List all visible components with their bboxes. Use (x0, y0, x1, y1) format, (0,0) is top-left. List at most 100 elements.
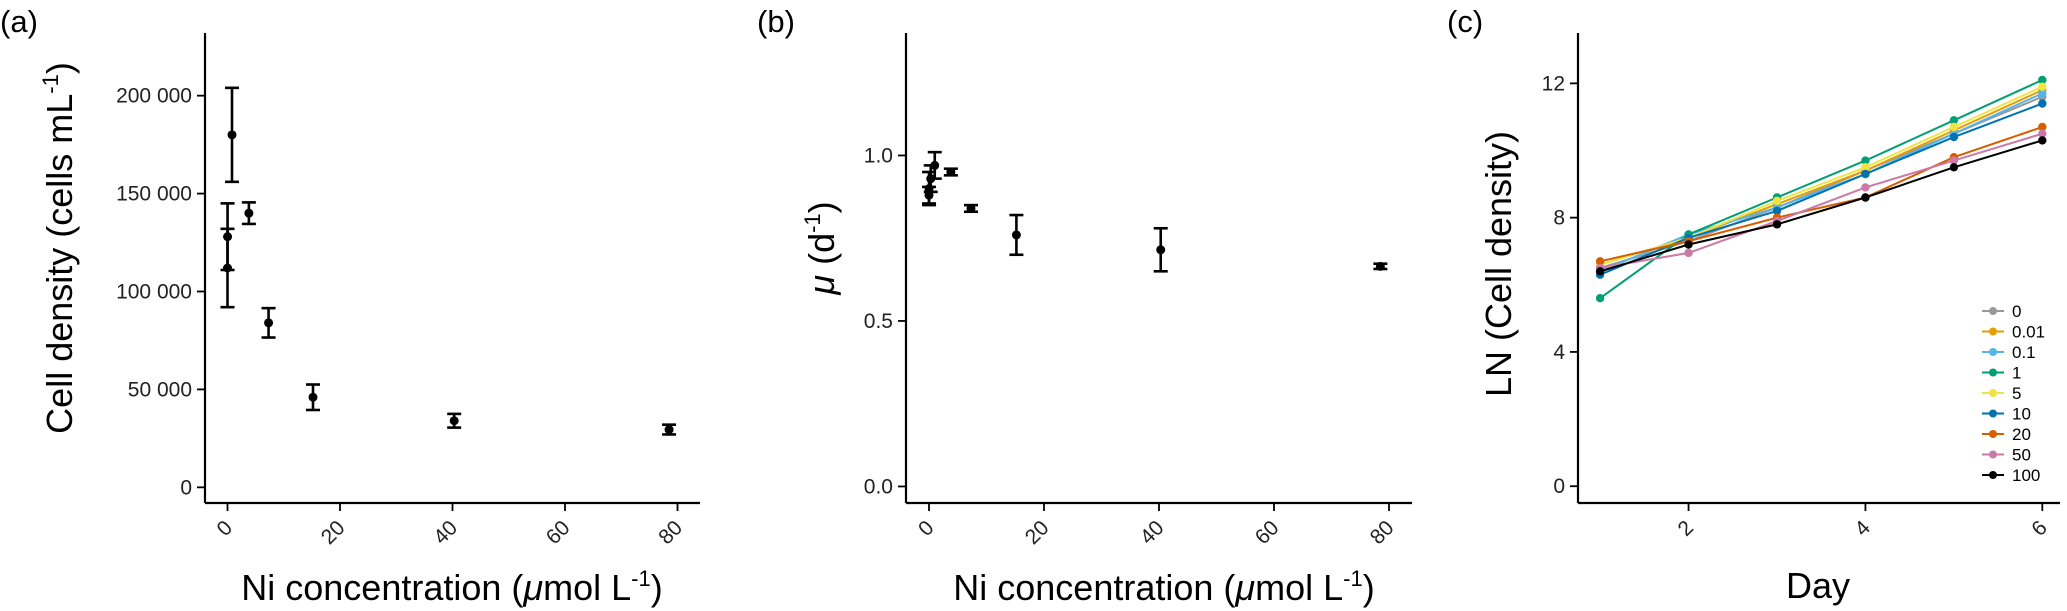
panel-c-legend-item: 20 (1982, 425, 2031, 444)
panel-a-ylabel: Cell density (cells mL-1) (38, 62, 80, 434)
panel-c-series-point (1595, 267, 1605, 276)
panel-c-series-point (1772, 196, 1782, 206)
panel-c-legend-label: 1 (2012, 364, 2021, 383)
panel-a-x-tick-label: 80 (654, 516, 687, 549)
panel-a-y-tick-label: 200 000 (116, 85, 192, 108)
panel-c-series-point (1684, 240, 1693, 249)
panel-b-point (946, 167, 956, 177)
panel-a-y-tick-label: 50 000 (128, 378, 192, 401)
panel-c-xlabel: Day (1786, 565, 1850, 606)
panel-c-series-line (1599, 85, 2043, 266)
panel-a-x-tick-label: 60 (542, 516, 575, 549)
panel-b-y-axis-title: μ (d-1) (800, 201, 842, 295)
panel-c-series-point (1861, 193, 1870, 202)
panel-b-x-tick-label: 0 (914, 516, 939, 541)
panel-a-x-tick-label: 20 (317, 516, 350, 549)
panel-c-legend-key-point (1989, 471, 1997, 479)
panel-c-series-point (2038, 75, 2047, 85)
panel-a-x-tick-label: 40 (429, 516, 462, 549)
panel-c-series-point (2038, 99, 2047, 108)
panel-a-point (227, 130, 237, 140)
panel-a-y-tick-label: 0 (180, 476, 192, 499)
panel-a-xlabel: Ni concentration (μmol L-1) (241, 566, 662, 608)
panel-c-legend-key-point (1989, 409, 1997, 418)
panel-c-series-5 (1595, 82, 2047, 269)
panel-c-legend-label: 10 (2012, 405, 2031, 424)
panel-c-series-point (1861, 156, 1870, 165)
panel-c-legend-item: 100 (1982, 466, 2040, 485)
panel-c-series-point (1861, 183, 1870, 192)
panel-c-y-axis-title: LN (Cell density) (1478, 131, 1519, 397)
panel-c-series-point (1949, 163, 1959, 172)
panel-b-point (1156, 245, 1166, 255)
panel-c-legend-label: 0.1 (2012, 343, 2036, 362)
panel-c-legend-item: 0.1 (1982, 343, 2036, 362)
panel-b-point (1011, 230, 1021, 240)
panel-b-point (1375, 261, 1385, 271)
panel-c-y-tick-label: 0 (1553, 475, 1565, 498)
panel-c-legend-key-point (1989, 430, 1997, 438)
panel-b-xlabel: Ni concentration (μmol L-1) (953, 566, 1374, 608)
panel-c-x-tick-label: 4 (1850, 516, 1875, 541)
panel-c-series-line (1599, 95, 2043, 269)
panel-b-x-tick-label: 60 (1251, 516, 1284, 549)
panel-a-point (308, 392, 318, 402)
panel-c-series-point (1684, 248, 1693, 258)
panel-c-series-point (2038, 122, 2047, 132)
panel-c-x-tick-label: 6 (2027, 516, 2052, 541)
panel-c-series-0_01 (1595, 85, 2047, 269)
panel-a-point (264, 318, 274, 328)
panel-c-series-100 (1595, 136, 2047, 276)
panel-c: (c) LN (Cell density) Day 0 4 8 12 2 4 6 0 0.010… (1447, 4, 2060, 606)
panel-c-series-point (2038, 89, 2047, 98)
panel-c-x-tick-label: 2 (1674, 516, 1699, 541)
panel-a-point (244, 208, 254, 218)
panel-c-legend-item: 10 (1982, 405, 2031, 424)
panel-b-ylabel: μ (d-1) (800, 201, 842, 295)
panel-c-series-line (1599, 126, 2043, 263)
panel-c-series-point (2038, 129, 2047, 138)
panel-c-series-line (1599, 132, 2043, 269)
panel-c-y-tick-label: 8 (1553, 207, 1565, 230)
panel-a-point (223, 232, 233, 242)
panel-c-series-point (1861, 163, 1870, 172)
panel-c-legend-label: 0 (2012, 302, 2021, 321)
panel-c-series-point (1949, 156, 1959, 165)
panel-a-y-tick-label: 100 000 (116, 281, 192, 304)
panel-a: (a) Cell density (cells mL-1) Ni concent… (0, 4, 700, 608)
panel-c-legend-item: 1 (1982, 364, 2021, 383)
panel-c-legend-key-point (1989, 368, 1997, 377)
panel-b-y-tick-label: 1.0 (864, 144, 893, 167)
panel-c-legend-label: 20 (2012, 425, 2031, 444)
panel-b: (b) μ (d-1) Ni concentration (μmol L-1) … (757, 4, 1412, 608)
panel-c-legend-item: 50 (1982, 446, 2031, 465)
panel-b-x-tick-label: 40 (1136, 516, 1169, 549)
panel-a-point (664, 425, 674, 435)
panel-b-y-tick-label: 0.5 (864, 310, 893, 333)
panel-c-y-tick-label: 4 (1553, 341, 1565, 364)
panel-a-label: (a) (0, 4, 38, 39)
panel-c-legend-label: 50 (2012, 446, 2031, 465)
panel-a-y-axis-title: Cell density (cells mL-1) (38, 62, 80, 434)
panel-c-series-point (1595, 294, 1605, 303)
panel-c-ylabel: LN (Cell density) (1478, 131, 1519, 397)
panel-c-label: (c) (1447, 4, 1483, 39)
panel-b-x-tick-label: 20 (1021, 516, 1054, 549)
panel-c-legend-key-point (1989, 389, 1997, 397)
panel-c-series-line (1599, 139, 2043, 273)
panel-c-legend-label: 5 (2012, 384, 2021, 403)
panel-c-legend-key-point (1989, 327, 1997, 336)
panel-c-legend-item: 5 (1982, 384, 2021, 403)
panel-c-legend-key-point (1989, 307, 1997, 315)
panel-b-x-tick-label: 80 (1366, 516, 1399, 549)
panel-c-legend-key-point (1989, 450, 1997, 459)
panel-a-y-tick-label: 150 000 (116, 183, 192, 206)
panel-c-series-point (1772, 206, 1782, 216)
panel-a-point (449, 416, 459, 426)
panel-c-series-point (1949, 122, 1959, 132)
panel-c-series-point (1949, 116, 1959, 125)
panel-c-series-point (2038, 82, 2047, 91)
panel-c-series-point (1949, 132, 1959, 142)
